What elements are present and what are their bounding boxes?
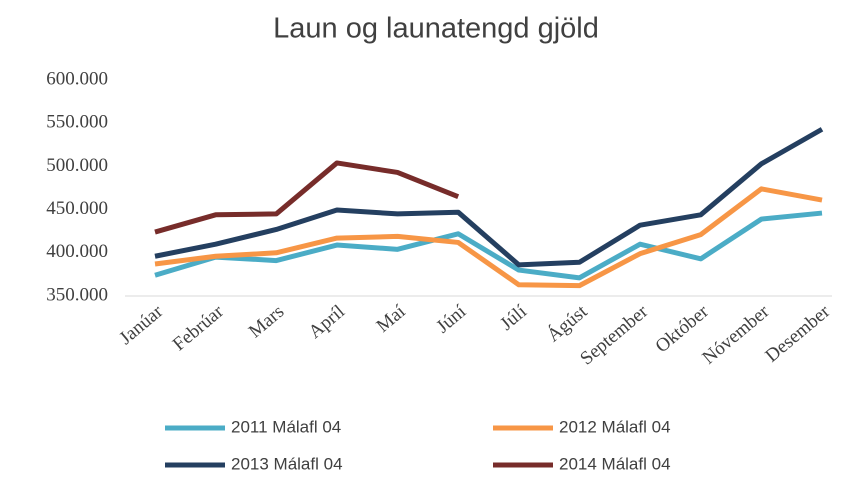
x-tick-label: Nóvember <box>698 301 773 369</box>
series-line <box>154 186 823 289</box>
y-tick-label: 600.000 <box>46 68 108 89</box>
chart-title: Laun og launatengd gjöld <box>273 13 599 45</box>
y-tick-label: 400.000 <box>46 241 108 262</box>
y-tick-label: 550.000 <box>46 112 108 133</box>
x-tick-label: Janúar <box>116 301 168 349</box>
legend-label: 2012 Málafl 04 <box>559 417 671 436</box>
series-line <box>154 127 824 268</box>
x-tick-label: Júní <box>432 301 470 338</box>
x-tick-label: Desember <box>762 301 835 367</box>
series-line <box>154 210 823 281</box>
x-tick-label: Júlí <box>496 301 531 335</box>
series-line <box>154 160 460 235</box>
x-tick-label: Febrúar <box>169 301 228 356</box>
y-tick-label: 450.000 <box>46 198 108 219</box>
x-tick-label: Mars <box>245 301 288 342</box>
x-tick-label: Ágúst <box>543 300 592 346</box>
x-tick-label: Maí <box>373 301 410 337</box>
y-tick-label: 350.000 <box>46 284 108 305</box>
legend-label: 2011 Málafl 04 <box>231 417 341 436</box>
x-tick-label: Apríl <box>305 301 349 343</box>
y-tick-label: 500.000 <box>46 155 108 176</box>
legend-label: 2014 Málafl 04 <box>559 454 671 473</box>
x-tick-label: September <box>576 301 652 370</box>
legend-label: 2013 Málafl 04 <box>231 454 343 473</box>
